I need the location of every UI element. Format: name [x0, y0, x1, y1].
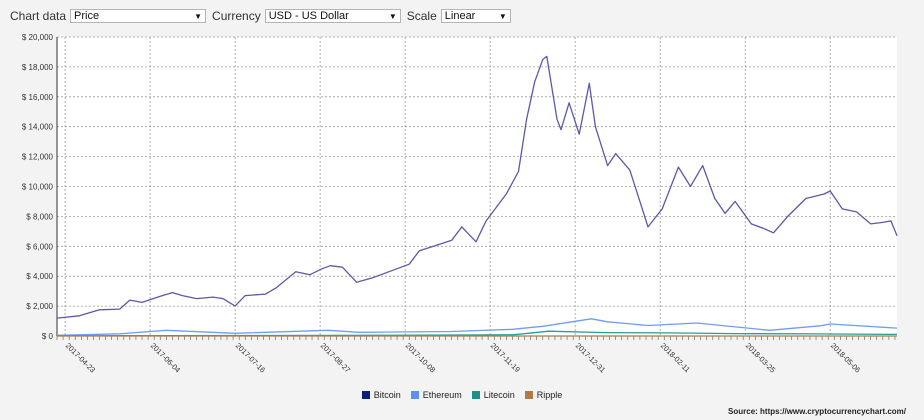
legend-label: Ripple	[536, 390, 563, 400]
chart-data-select[interactable]: Price ▼	[70, 9, 207, 23]
y-tick-label: $ 20,000	[22, 33, 54, 42]
x-tick-label: 2017-12-31	[574, 341, 607, 374]
x-tick-label: 2017-11-19	[489, 341, 522, 374]
x-tick-label: 2017-06-04	[149, 341, 182, 374]
legend-item-ethereum[interactable]: Ethereum	[410, 390, 462, 400]
x-tick-label: 2017-10-08	[404, 341, 437, 374]
currency-select[interactable]: USD - US Dollar ▼	[264, 9, 401, 23]
source-credit: Source: https://www.cryptocurrencychart.…	[728, 407, 906, 416]
legend-item-ripple[interactable]: Ripple	[524, 390, 563, 400]
y-tick-label: $ 12,000	[22, 153, 54, 162]
x-tick-label: 2017-04-23	[64, 341, 97, 374]
x-tick-label: 2017-07-16	[234, 341, 267, 374]
x-tick-label: 2018-02-11	[659, 341, 692, 374]
y-tick-label: $ 14,000	[22, 123, 54, 132]
legend-item-bitcoin[interactable]: Bitcoin	[361, 390, 401, 400]
chart-data-value: Price	[74, 10, 100, 22]
dropdown-arrow-icon: ▼	[194, 11, 203, 21]
y-tick-label: $ 6,000	[26, 242, 53, 251]
x-tick-label: 2018-03-25	[744, 341, 777, 374]
dropdown-arrow-icon: ▼	[498, 11, 507, 21]
y-tick-label: $ 8,000	[26, 212, 53, 221]
legend-label: Bitcoin	[373, 390, 401, 400]
currency-label: Currency	[212, 9, 261, 23]
scale-value: Linear	[444, 10, 476, 22]
x-tick-label: 2017-08-27	[319, 341, 352, 374]
scale-select[interactable]: Linear ▼	[440, 9, 511, 23]
legend-swatch	[524, 391, 533, 399]
legend-item-litecoin[interactable]: Litecoin	[471, 390, 515, 400]
legend-swatch	[361, 391, 370, 399]
series-line-ethereum	[56, 318, 898, 336]
y-tick-label: $ 18,000	[22, 63, 54, 72]
y-tick-label: $ 0	[42, 332, 54, 341]
legend-label: Litecoin	[483, 390, 515, 400]
legend-swatch	[410, 391, 419, 399]
chart-toolbar: Chart data Price ▼ Currency USD - US Dol…	[10, 8, 517, 24]
y-tick-label: $ 10,000	[22, 183, 54, 192]
y-tick-label: $ 4,000	[26, 272, 53, 281]
legend-swatch	[471, 391, 480, 399]
y-tick-label: $ 16,000	[22, 93, 54, 102]
dropdown-arrow-icon: ▼	[388, 11, 397, 21]
currency-value: USD - US Dollar	[268, 10, 349, 22]
y-tick-label: $ 2,000	[26, 302, 53, 311]
legend-label: Ethereum	[422, 390, 462, 400]
x-tick-label: 2018-05-06	[829, 341, 862, 374]
series-line-bitcoin	[56, 55, 898, 319]
scale-label: Scale	[406, 9, 437, 23]
chart-legend: Bitcoin Ethereum Litecoin Ripple	[0, 390, 924, 400]
chart-data-label: Chart data	[10, 9, 67, 23]
